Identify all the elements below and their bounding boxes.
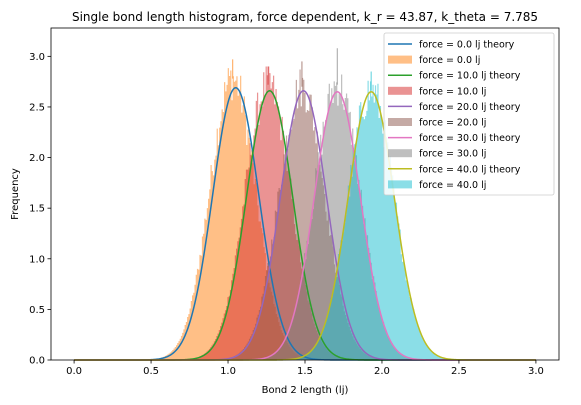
legend-patch-swatch xyxy=(388,180,412,189)
legend-entry: force = 10.0 lj xyxy=(388,86,486,97)
legend-label: force = 0.0 lj xyxy=(419,55,480,66)
y-axis-label: Frequency xyxy=(10,168,21,220)
hist-bars xyxy=(140,68,326,360)
legend-entry: force = 0.0 lj xyxy=(388,55,480,66)
legend-entry: force = 20.0 lj theory xyxy=(388,102,521,113)
legend-patch-swatch xyxy=(388,118,412,126)
x-tick-label: 2.0 xyxy=(374,366,390,377)
legend: force = 0.0 lj theory force = 0.0 lj force… xyxy=(383,32,555,196)
hist-series xyxy=(209,61,395,360)
y-tick-label: 3.0 xyxy=(29,52,45,63)
legend-label: force = 40.0 lj theory xyxy=(419,164,521,175)
x-tick-label: 1.5 xyxy=(297,366,313,377)
legend-label: force = 30.0 lj theory xyxy=(419,133,521,144)
x-tick-label: 0.5 xyxy=(143,366,159,377)
legend-label: force = 0.0 lj theory xyxy=(419,40,515,51)
legend-entry: force = 30.0 lj theory xyxy=(388,133,521,144)
legend-label: force = 20.0 lj theory xyxy=(419,102,521,113)
y-tick-label: 2.5 xyxy=(29,102,45,113)
legend-label: force = 20.0 lj xyxy=(419,118,486,129)
legend-patch-swatch xyxy=(388,86,412,95)
legend-entry: force = 40.0 lj theory xyxy=(388,164,521,175)
hist-series xyxy=(140,59,326,360)
hist-bars xyxy=(244,74,430,360)
legend-label: force = 40.0 lj xyxy=(419,180,486,191)
y-tick-label: 1.5 xyxy=(29,204,45,215)
legend-patch-swatch xyxy=(388,55,412,64)
chart-title: Single bond length histogram, force depe… xyxy=(72,10,538,24)
legend-entry: force = 30.0 lj xyxy=(388,149,486,160)
legend-patch-swatch xyxy=(388,149,412,158)
legend-label: force = 30.0 lj xyxy=(419,149,486,160)
legend-box xyxy=(383,32,555,196)
hist-series xyxy=(244,48,430,360)
legend-entry: force = 40.0 lj xyxy=(388,180,486,191)
legend-entry: force = 20.0 lj xyxy=(388,118,486,129)
y-tick-label: 2.0 xyxy=(29,153,45,164)
x-tick-label: 0.0 xyxy=(66,366,82,377)
y-axis: 0.0 0.5 1.0 1.5 2.0 2.5 3.0 xyxy=(29,52,51,367)
legend-label: force = 10.0 lj theory xyxy=(419,71,521,82)
x-axis-label: Bond 2 length (lj) xyxy=(262,385,349,396)
hist-bars xyxy=(278,80,464,360)
hist-bars xyxy=(175,66,361,361)
legend-label: force = 10.0 lj xyxy=(419,86,486,97)
y-tick-label: 0.5 xyxy=(29,305,45,316)
hist-series xyxy=(278,71,464,360)
x-tick-label: 1.0 xyxy=(220,366,236,377)
hist-series xyxy=(175,66,361,361)
y-tick-label: 0.0 xyxy=(29,356,45,367)
x-tick-label: 3.0 xyxy=(528,366,544,377)
y-tick-label: 1.0 xyxy=(29,254,45,265)
x-axis: 0.0 0.5 1.0 1.5 2.0 2.5 3.0 xyxy=(66,360,544,377)
legend-entry: force = 0.0 lj theory xyxy=(388,40,515,51)
hist-bars xyxy=(209,69,395,360)
x-tick-label: 2.5 xyxy=(451,366,467,377)
legend-entry: force = 10.0 lj theory xyxy=(388,71,521,82)
